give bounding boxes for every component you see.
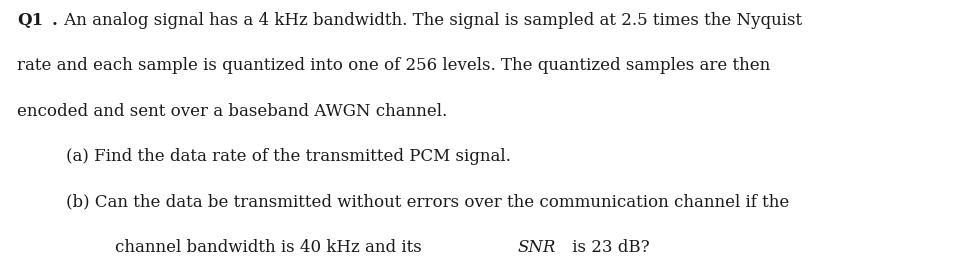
Text: rate and each sample is quantized into one of 256 levels. The quantized samples : rate and each sample is quantized into o… — [17, 57, 771, 74]
Text: SNR: SNR — [518, 239, 555, 256]
Text: is 23 dB?: is 23 dB? — [567, 239, 650, 256]
Text: Q1: Q1 — [17, 12, 44, 28]
Text: channel bandwidth is 40 kHz and its: channel bandwidth is 40 kHz and its — [115, 239, 426, 256]
Text: (a) Find the data rate of the transmitted PCM signal.: (a) Find the data rate of the transmitte… — [66, 148, 511, 165]
Text: .: . — [51, 12, 57, 28]
Text: encoded and sent over a baseband AWGN channel.: encoded and sent over a baseband AWGN ch… — [17, 103, 448, 120]
Text: (b) Can the data be transmitted without errors over the communication channel if: (b) Can the data be transmitted without … — [66, 194, 789, 211]
Text: An analog signal has a 4 kHz bandwidth. The signal is sampled at 2.5 times the N: An analog signal has a 4 kHz bandwidth. … — [59, 12, 802, 28]
